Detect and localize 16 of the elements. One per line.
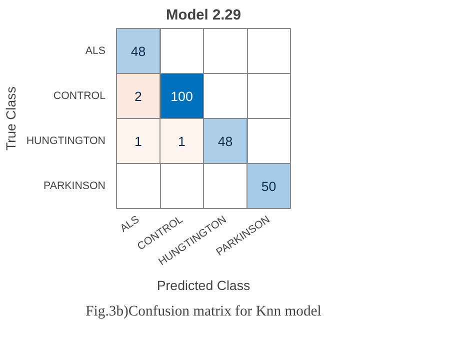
data-label: 50	[261, 179, 276, 194]
x-tick-label: ALS	[118, 214, 142, 235]
caption: Fig.3b)Confusion matrix for Knn model	[86, 304, 322, 320]
x-axis-title: Predicted Class	[156, 278, 251, 294]
y-tick-label: HUNGTINGTON	[26, 135, 106, 147]
y-tick-label: ALS	[85, 45, 106, 57]
y-tick-label: PARKINSON	[44, 180, 106, 192]
data-label: 48	[130, 44, 146, 59]
data-label: 48	[218, 134, 233, 149]
y-tick-label: CONTROL	[53, 90, 106, 102]
data-label: 1	[134, 134, 142, 149]
data-label: 1	[178, 134, 186, 149]
data-label: 100	[170, 89, 193, 104]
data-label: 2	[134, 89, 142, 104]
chart-title: Model 2.29	[166, 8, 241, 24]
y-axis-title: True Class	[3, 86, 18, 150]
